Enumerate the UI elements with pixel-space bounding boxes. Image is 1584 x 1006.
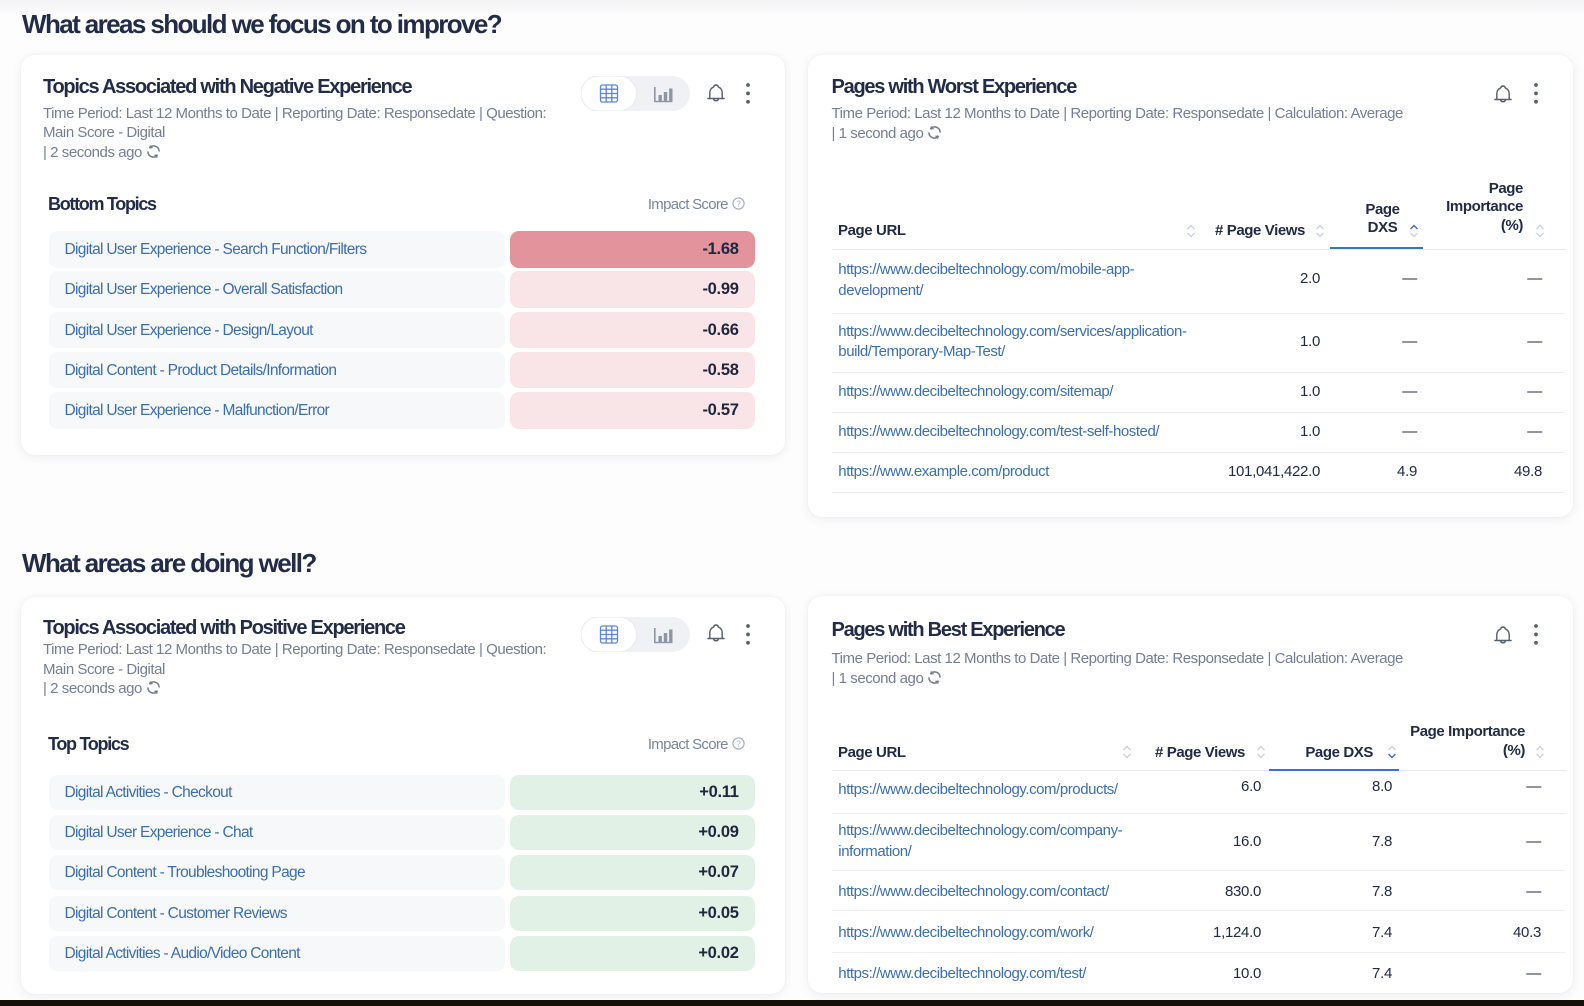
svg-text:?: ? — [736, 739, 741, 748]
svg-text:?: ? — [736, 199, 741, 208]
